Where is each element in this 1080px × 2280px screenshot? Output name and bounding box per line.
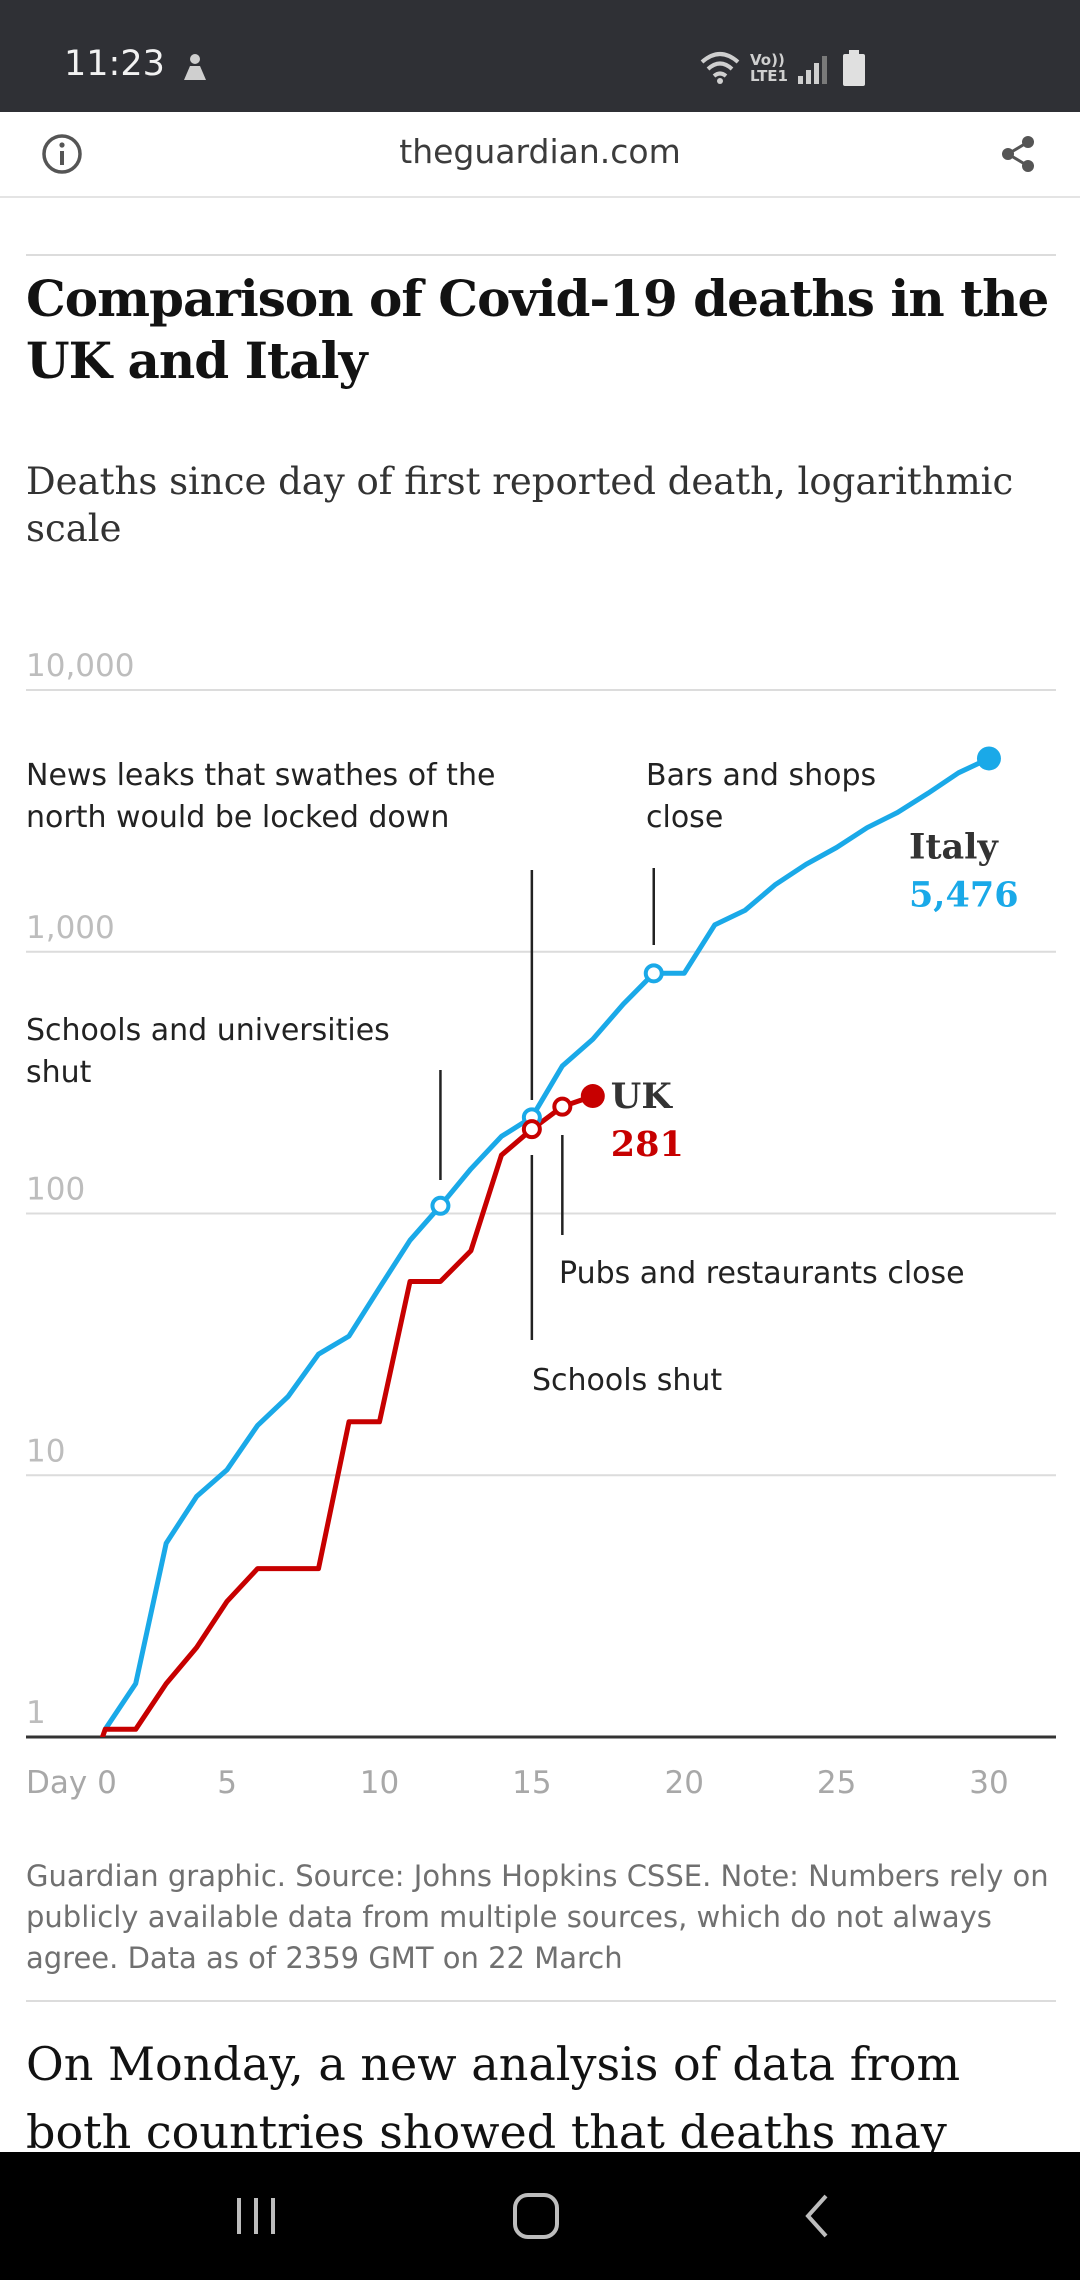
url-text[interactable]: theguardian.com xyxy=(399,132,681,171)
annotation-label: Schools shut xyxy=(532,1363,722,1398)
x-tick-label: 30 xyxy=(969,1765,1008,1801)
navigation-bar xyxy=(0,2152,1080,2280)
x-tick-label: 25 xyxy=(817,1765,856,1801)
share-icon[interactable] xyxy=(998,134,1038,174)
recent-apps-icon[interactable] xyxy=(228,2188,284,2244)
battery-icon xyxy=(843,50,865,86)
chart-source-note: Guardian graphic. Source: Johns Hopkins … xyxy=(26,1859,1049,1975)
chart-subtitle: Deaths since day of first reported death… xyxy=(26,460,1014,550)
article-paragraph: On Monday, a new analysis of data from b… xyxy=(26,2037,961,2227)
wifi-icon xyxy=(700,52,740,84)
notification-icon xyxy=(184,54,206,80)
annotation-label: Pubs and restaurants close xyxy=(559,1256,965,1291)
series-line-italy xyxy=(103,756,991,1731)
chart-title: Comparison of Covid-19 deaths in the UK … xyxy=(26,269,1049,390)
y-tick-label: 1 xyxy=(26,1695,46,1731)
network-label: Vo)) LTE1 xyxy=(750,51,788,85)
x-tick-label: Day 0 xyxy=(26,1765,117,1801)
chart: 1 10 100 1,000 10,000 Day 0 5 10 15 20 25 30 School… xyxy=(26,648,1056,1801)
y-tick-label: 100 xyxy=(26,1172,85,1208)
series-name-label-uk: UK xyxy=(611,1076,674,1117)
series-name-label-italy: Italy xyxy=(909,826,1000,867)
annotation-marker xyxy=(430,1195,451,1216)
status-bar: 11:23 Vo)) LTE1 xyxy=(0,0,1080,112)
x-tick-label: 20 xyxy=(664,1765,703,1801)
status-time: 11:23 xyxy=(64,44,165,84)
annotation-label: News leaks that swathes of the north woul… xyxy=(26,758,495,835)
series-value-label-uk: 281 xyxy=(611,1124,684,1165)
annotation-marker xyxy=(552,1096,573,1117)
bottom-divider xyxy=(26,2000,1056,2002)
series-value-label-italy: 5,476 xyxy=(909,874,1019,915)
url-bar: theguardian.com xyxy=(0,112,1080,198)
top-divider xyxy=(26,254,1056,256)
back-icon[interactable] xyxy=(790,2188,846,2244)
home-icon[interactable] xyxy=(508,2188,564,2244)
annotation-marker xyxy=(521,1119,542,1140)
grid-layer: 1 10 100 1,000 10,000 Day 0 5 10 15 20 25 30 xyxy=(26,648,1056,1801)
x-tick-label: 10 xyxy=(360,1765,399,1801)
x-tick-label: 15 xyxy=(512,1765,551,1801)
info-icon[interactable] xyxy=(40,132,84,176)
x-tick-label: 5 xyxy=(217,1765,237,1801)
series-end-marker-uk xyxy=(580,1084,605,1109)
series-end-marker-italy xyxy=(976,746,1001,771)
signal-icon xyxy=(798,56,827,84)
label-layer: Italy 5,476 UK 281 xyxy=(611,826,1019,1165)
y-tick-label: 1,000 xyxy=(26,910,115,946)
series-line-uk xyxy=(99,1093,594,1737)
annotation-label: Schools and universities shut xyxy=(26,1013,390,1090)
annotation-layer: Schools and universities shut News leaks t… xyxy=(26,758,965,1398)
annotation-label: Bars and shops close xyxy=(646,758,876,835)
annotation-marker xyxy=(643,963,664,984)
y-tick-label: 10,000 xyxy=(26,648,134,684)
y-tick-label: 10 xyxy=(26,1433,65,1469)
line-layer xyxy=(99,746,1001,1737)
